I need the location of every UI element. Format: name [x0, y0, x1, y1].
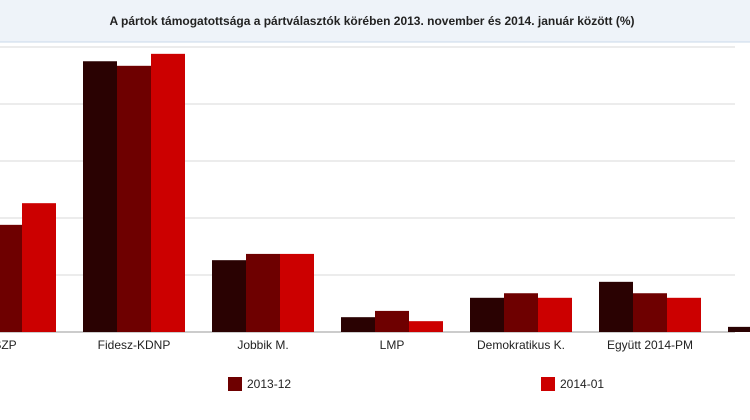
bar	[0, 224, 22, 332]
bar	[667, 297, 701, 332]
bar	[212, 260, 246, 332]
bar	[341, 317, 375, 332]
bar	[151, 53, 185, 333]
bar	[599, 281, 633, 332]
bar	[375, 310, 409, 332]
legend-swatch	[541, 377, 555, 391]
legend-swatch	[228, 377, 242, 391]
legend-label: 2013-12	[247, 377, 291, 391]
bar	[246, 253, 280, 332]
bar	[280, 253, 314, 332]
bar	[728, 326, 750, 332]
bar	[117, 65, 151, 332]
x-tick-label: LMP	[380, 338, 405, 352]
x-tick-label: Jobbik M.	[237, 338, 288, 352]
x-tick-label: Demokratikus K.	[477, 338, 565, 352]
x-tick-label: SZP	[0, 338, 17, 352]
bar	[470, 297, 504, 332]
bar	[409, 321, 443, 332]
bar	[22, 203, 56, 332]
legend-label: 2014-01	[560, 377, 604, 391]
bar	[83, 61, 117, 332]
x-tick-label: Együtt 2014-PM	[607, 338, 693, 352]
bar	[504, 293, 538, 332]
x-tick-label: Fidesz-KDNP	[98, 338, 171, 352]
bar	[538, 297, 572, 332]
bar	[633, 293, 667, 332]
title-bar	[0, 0, 750, 42]
chart-title: A pártok támogatottsága a pártválasztók …	[109, 14, 634, 28]
